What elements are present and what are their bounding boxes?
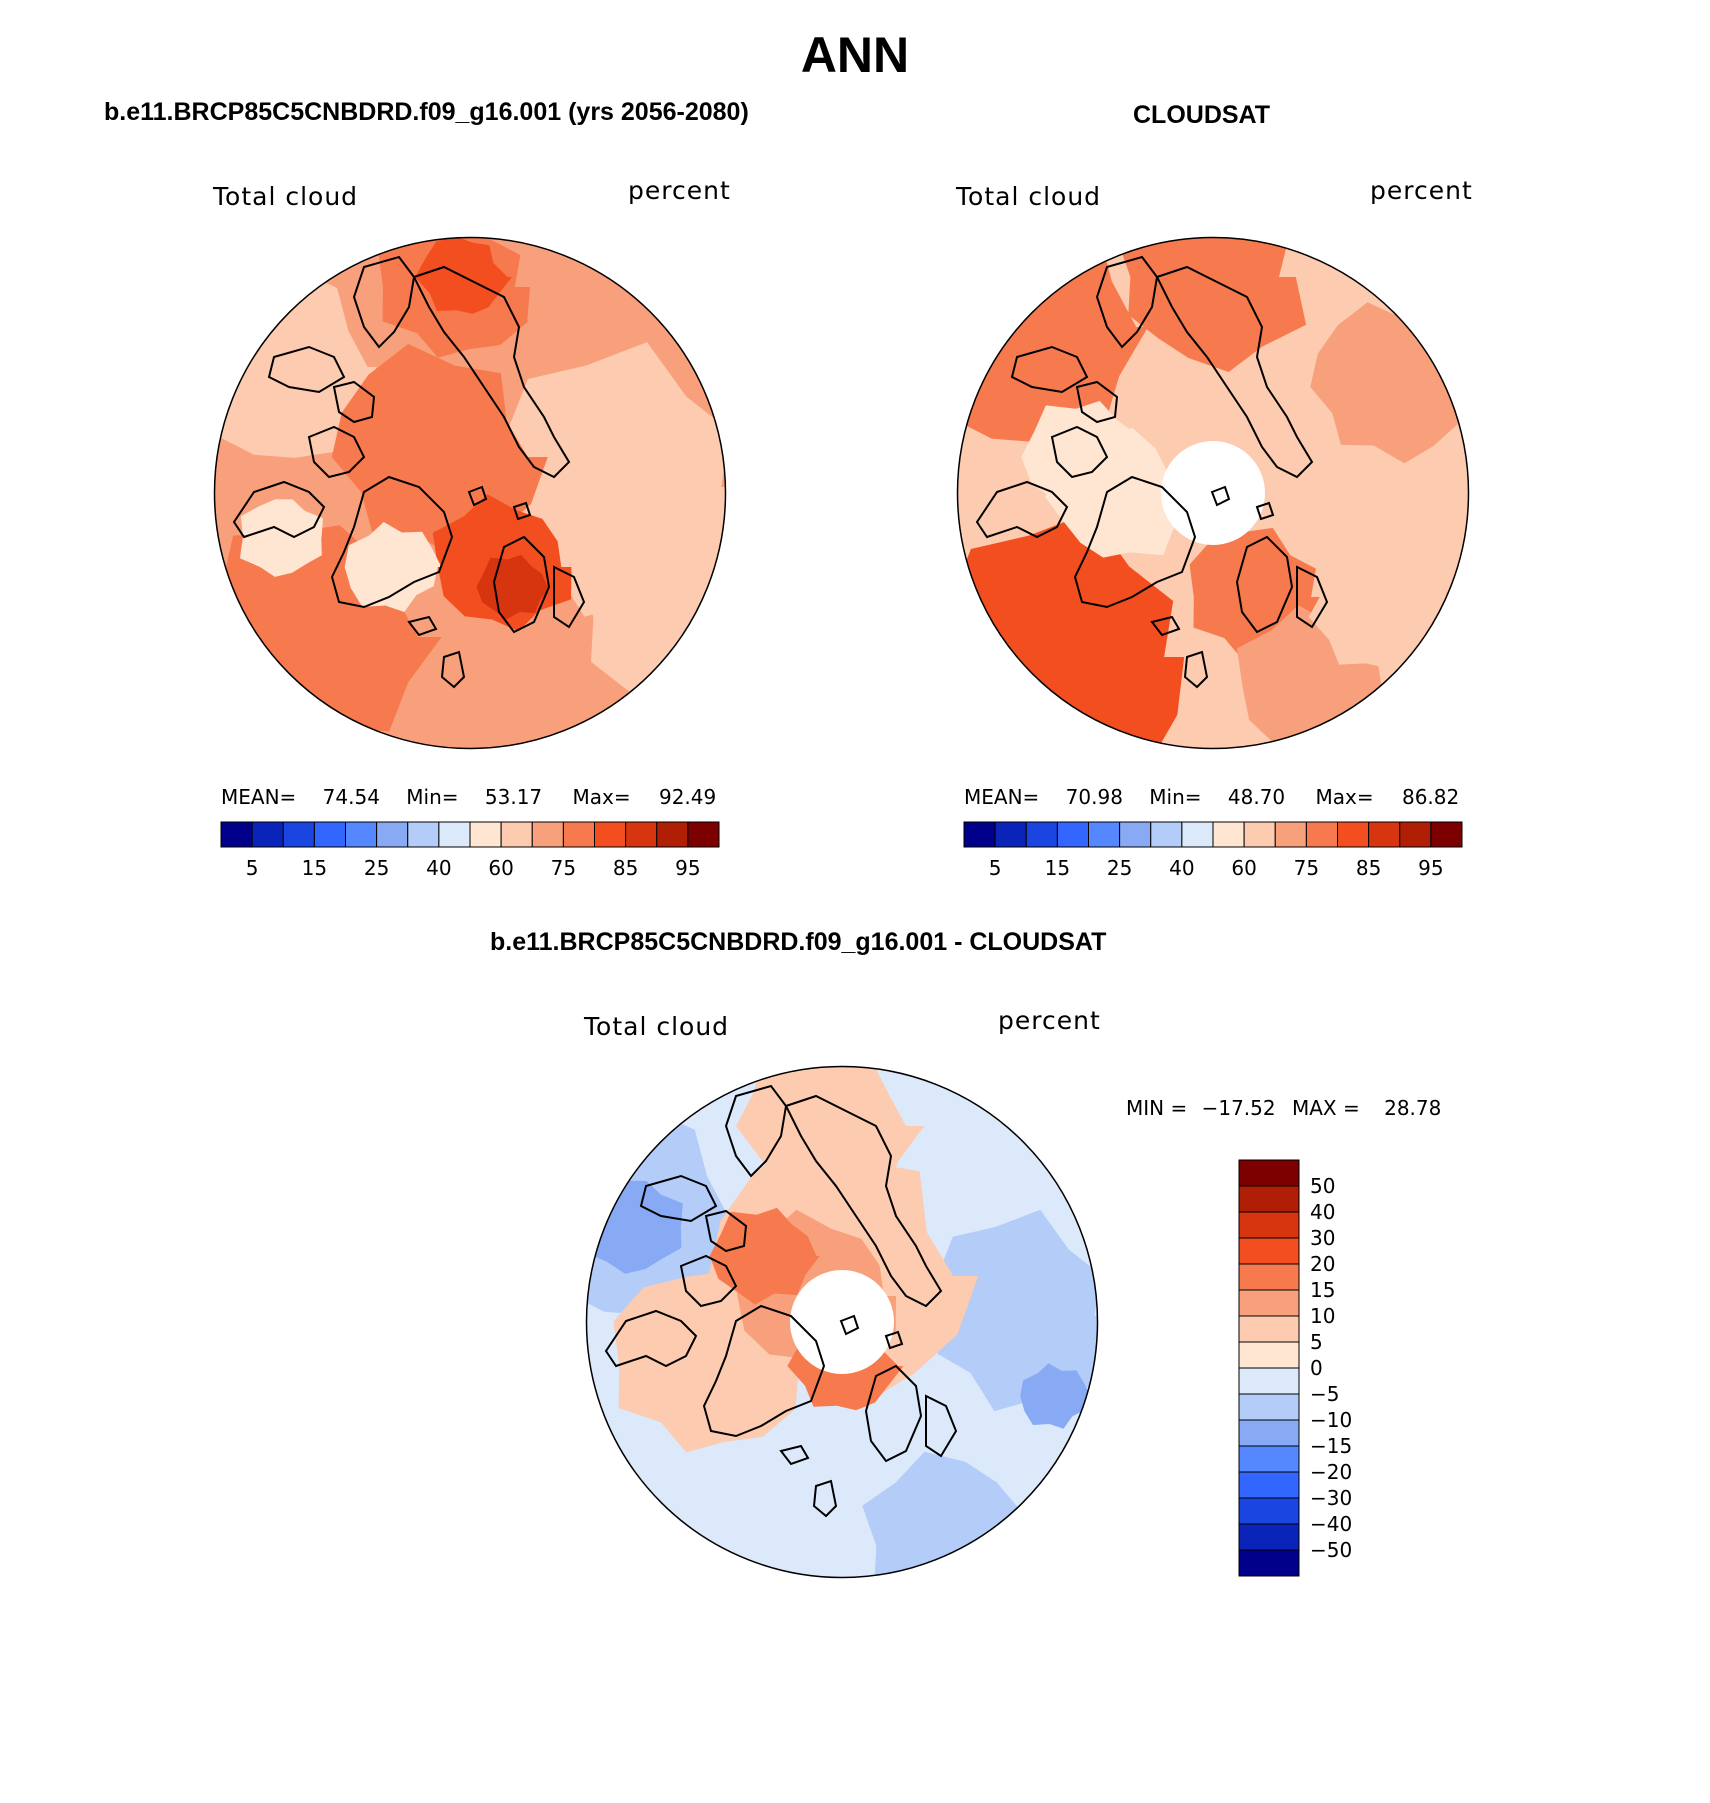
panel-2-colorbar-tick: 40	[1169, 856, 1195, 880]
diff-colorbar-tick: −5	[1310, 1382, 1340, 1406]
panel-2-stats: MEAN= 70.98 Min= 48.70 Max= 86.82	[964, 785, 1459, 809]
diff-panel-stats: MIN = −17.52 MAX = 28.78	[1126, 1096, 1441, 1120]
diff-colorbar-tick: −15	[1310, 1434, 1353, 1458]
panel-1-colorbar	[220, 821, 720, 848]
diff-colorbar-tick: 50	[1310, 1174, 1336, 1198]
panel-1-max-value: 92.49	[658, 785, 717, 809]
panel-1-mean-value: 74.54	[322, 785, 380, 809]
panel-2-colorbar-tick: 75	[1293, 856, 1320, 880]
diff-panel-units-label: percent	[998, 1006, 1101, 1035]
panel-2-units-label: percent	[1370, 176, 1473, 205]
diff-colorbar-tick: 15	[1310, 1278, 1336, 1302]
diff-colorbar-tick: 0	[1310, 1356, 1323, 1380]
diff-min-label: MIN =	[1126, 1096, 1188, 1120]
panel-2-max-label: Max=	[1315, 785, 1374, 809]
panel-2-mean-value: 70.98	[1065, 785, 1123, 809]
panel-1-colorbar-tick: 5	[245, 856, 259, 880]
diff-max-label: MAX =	[1291, 1096, 1360, 1120]
panel-1-mean-label: MEAN=	[221, 785, 297, 809]
diff-colorbar-tick: −50	[1310, 1538, 1353, 1562]
diff-colorbar-tick: 20	[1310, 1252, 1336, 1276]
panel-1-min-label: Min=	[406, 785, 459, 809]
panel-2-max-value: 86.82	[1401, 785, 1460, 809]
panel-2-polar-map	[956, 236, 1470, 750]
diff-colorbar-tick: 40	[1310, 1200, 1336, 1224]
panel-2-colorbar-tick: 60	[1231, 856, 1257, 880]
panel-2-variable-label: Total cloud	[956, 182, 1102, 211]
panel-1-title: b.e11.BRCP85C5CNBDRD.f09_g16.001 (yrs 20…	[104, 98, 749, 126]
diff-colorbar-tick: −30	[1310, 1486, 1353, 1510]
panel-2-colorbar-tick: 5	[988, 856, 1002, 880]
panel-1-stats: MEAN= 74.54 Min= 53.17 Max= 92.49	[221, 785, 716, 809]
diff-colorbar-tick: 30	[1310, 1226, 1336, 1250]
diff-min-value: −17.52	[1201, 1096, 1276, 1120]
panel-1-colorbar-tick: 60	[488, 856, 514, 880]
panel-1-colorbar-tick: 75	[550, 856, 577, 880]
panel-2-colorbar-tick: 15	[1044, 856, 1071, 880]
diff-colorbar-tick: −40	[1310, 1512, 1353, 1536]
panel-2-mean-label: MEAN=	[964, 785, 1040, 809]
diff-panel-variable-label: Total cloud	[584, 1012, 730, 1041]
panel-2-colorbar-tick: 25	[1106, 856, 1133, 880]
panel-1-polar-map	[213, 236, 727, 750]
panel-2-min-label: Min=	[1149, 785, 1202, 809]
panel-1-colorbar-tick: 15	[301, 856, 328, 880]
panel-1-units-label: percent	[628, 176, 731, 205]
diff-colorbar-tick: 10	[1310, 1304, 1336, 1328]
panel-2-min-value: 48.70	[1227, 785, 1286, 809]
panel-1-colorbar-tick: 95	[675, 856, 701, 880]
panel-1-variable-label: Total cloud	[213, 182, 359, 211]
panel-2-colorbar-tick: 85	[1355, 856, 1382, 880]
main-title: ANN	[800, 27, 910, 83]
diff-colorbar-tick: −20	[1310, 1460, 1353, 1484]
diff-max-value: 28.78	[1384, 1096, 1442, 1120]
diff-panel-colorbar	[1238, 1159, 1300, 1577]
panel-1-colorbar-tick: 85	[612, 856, 639, 880]
panel-2-title: CLOUDSAT	[1133, 101, 1271, 129]
panel-2-colorbar	[963, 821, 1463, 848]
diff-colorbar-tick: 5	[1310, 1330, 1323, 1354]
panel-2-colorbar-tick: 95	[1418, 856, 1444, 880]
panel-1-max-label: Max=	[572, 785, 631, 809]
panel-1-colorbar-tick: 25	[363, 856, 390, 880]
diff-panel-title: b.e11.BRCP85C5CNBDRD.f09_g16.001 - CLOUD…	[490, 928, 1107, 956]
panel-1-min-value: 53.17	[484, 785, 543, 809]
diff-panel-polar-map	[585, 1065, 1099, 1579]
panel-1-colorbar-tick: 40	[426, 856, 452, 880]
diff-colorbar-tick: −10	[1310, 1408, 1353, 1432]
